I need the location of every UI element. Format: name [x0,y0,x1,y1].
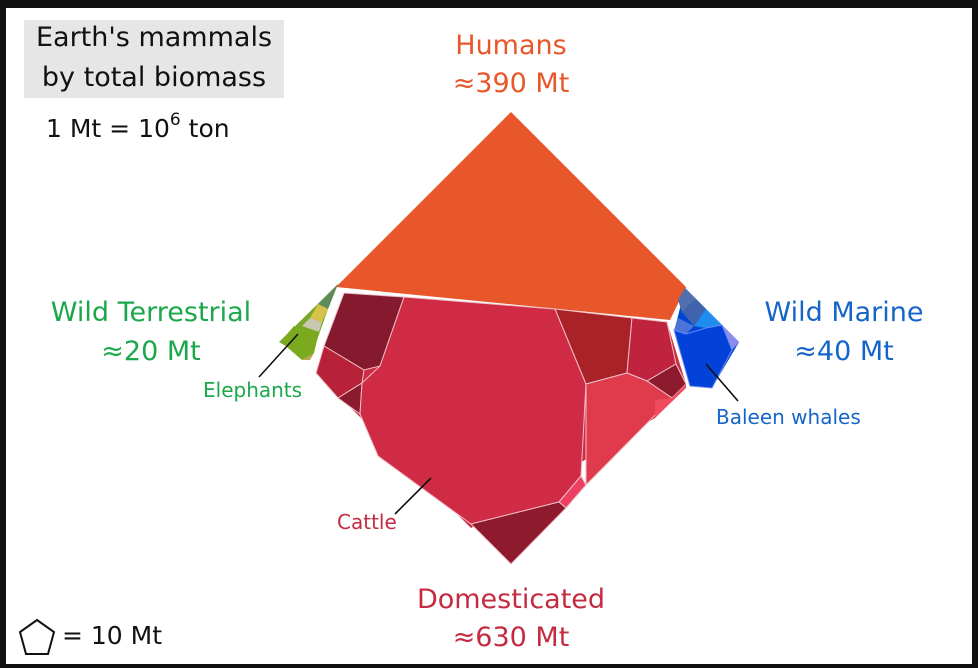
unit-note-exponent: 6 [169,110,181,130]
figure-canvas: Earth's mammals by total biomass 1 Mt = … [6,8,972,664]
wild-terrestrial-cell [318,284,338,309]
wild-marine-cell [694,309,722,328]
wild-marine-cell [678,288,696,312]
wild-terrestrial-value: ≈20 Mt [101,336,201,367]
elephants-leader-line [258,333,299,378]
humans-value: ≈390 Mt [452,68,570,99]
cattle-leader-line [394,477,432,515]
humans-label: Humans [455,30,567,61]
elephants-cell [282,326,319,360]
legend-text: = 10 Mt [62,621,163,650]
baleen-whales-leader-line [705,363,739,402]
wild-marine-value: ≈40 Mt [794,336,894,367]
domesticated-cell [585,372,673,487]
unit-note-suffix: ton [180,114,230,143]
unit-note-prefix: 1 Mt = 10 [46,114,170,143]
domesticated-cell-pink [655,384,686,418]
wild-terrestrial-cell [302,318,322,332]
cattle-cell [359,296,587,525]
pentagon-icon [18,618,56,655]
domesticated-cell-dark [323,292,405,371]
title-box [24,20,284,98]
wild-marine-cell [722,325,739,350]
wild-marine-cell [674,318,694,334]
elephants-callout: Elephants [203,378,303,402]
wild-terrestrial-cell [310,304,328,322]
cattle-callout: Cattle [337,510,397,534]
humans-region [336,112,686,320]
domesticated-value: ≈630 Mt [452,622,570,653]
wild-marine-label: Wild Marine [764,297,924,328]
unit-note: 1 Mt = 106 ton [46,112,230,144]
domesticated-cell-dark [470,501,567,565]
baleen-whales-cell [673,324,733,389]
chart-title-line-2: by total biomass [41,62,267,93]
voronoi-treemap [18,112,739,655]
domesticated-label: Domesticated [416,584,606,615]
wild-marine-cell [682,299,706,326]
wild-terrestrial-cell [302,353,314,360]
wild-terrestrial-label: Wild Terrestrial [50,297,252,328]
baleen-whales-callout: Baleen whales [716,405,861,429]
chart-title-line-1: Earth's mammals [35,22,273,53]
